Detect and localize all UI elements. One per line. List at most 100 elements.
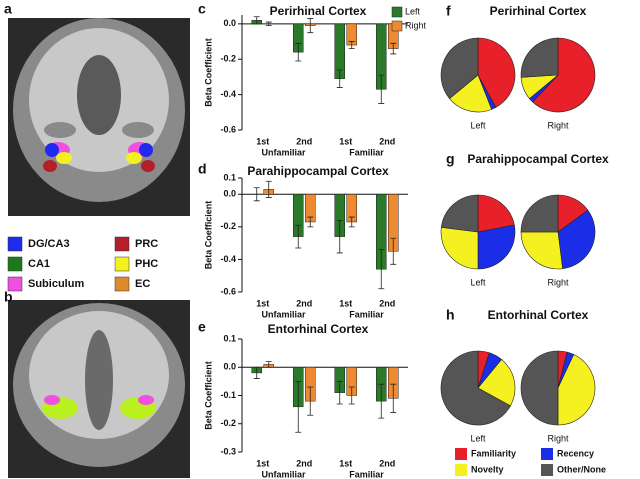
error-bar xyxy=(295,380,302,433)
x-tick-label: 1st xyxy=(256,136,269,146)
chart-title: Perirhinal Cortex xyxy=(270,4,367,18)
pie-slice xyxy=(520,231,563,270)
legend-swatch xyxy=(541,448,553,460)
panel-letter: b xyxy=(4,289,13,305)
pie-slice xyxy=(557,354,596,426)
group-label: Familiar xyxy=(349,469,384,479)
error-bar xyxy=(307,386,314,416)
error-bar xyxy=(336,380,343,405)
group-label: Familiar xyxy=(349,309,384,319)
error-bar xyxy=(348,216,355,228)
y-tick-label: 0.0 xyxy=(223,18,236,28)
panel-letter: f xyxy=(446,3,451,19)
brain-image-a xyxy=(8,18,190,216)
brain-image-b xyxy=(8,300,190,478)
x-tick-label: 1st xyxy=(256,458,269,468)
legend-label: Other/None xyxy=(557,464,606,474)
y-tick-label: 0.1 xyxy=(223,333,236,343)
pie-slice xyxy=(532,37,596,113)
x-tick-label: 2nd xyxy=(379,458,395,468)
pie-slice xyxy=(477,37,516,108)
chart-title: Entorhinal Cortex xyxy=(488,308,589,322)
pie-label: Left xyxy=(470,277,486,287)
pie-label: Right xyxy=(547,433,569,443)
chart-title: Perirhinal Cortex xyxy=(490,4,587,18)
y-tick-label: -0.2 xyxy=(220,418,236,428)
pie-label: Right xyxy=(547,277,569,287)
x-tick-label: 1st xyxy=(339,136,352,146)
pie-slice xyxy=(449,74,493,113)
y-tick-label: 0.0 xyxy=(223,362,236,372)
error-bar xyxy=(348,386,355,405)
y-tick-label: -0.2 xyxy=(220,221,236,231)
chart-title: Entorhinal Cortex xyxy=(268,322,369,336)
legend-label: Right xyxy=(405,20,427,30)
pie-slice xyxy=(520,37,559,78)
legend-swatch xyxy=(455,448,467,460)
error-bar xyxy=(307,216,314,228)
legend-label: Subiculum xyxy=(28,278,84,290)
error-bar xyxy=(390,383,397,413)
x-tick-label: 2nd xyxy=(296,298,312,308)
legend-swatch xyxy=(7,256,23,272)
panel-letter: a xyxy=(4,1,12,17)
pie-slice xyxy=(477,224,516,270)
pie-slice xyxy=(520,350,559,426)
y-tick-label: -0.1 xyxy=(220,390,236,400)
error-bar xyxy=(307,18,314,34)
legend-label: PHC xyxy=(135,258,158,270)
y-tick-label: -0.4 xyxy=(220,89,236,99)
pie-slice xyxy=(440,37,479,100)
y-tick-label: -0.3 xyxy=(220,446,236,456)
error-bar xyxy=(336,219,343,254)
error-bar xyxy=(253,366,260,379)
y-axis-label: Beta Coefficient xyxy=(203,361,213,430)
legend-swatch xyxy=(114,256,130,272)
legend-label: DG/CA3 xyxy=(28,238,70,250)
y-tick-label: -0.4 xyxy=(220,254,236,264)
pie-slice xyxy=(440,227,479,270)
pie-slice xyxy=(477,359,516,407)
error-bar xyxy=(390,237,397,265)
panel-letter: e xyxy=(198,319,206,335)
error-bar xyxy=(348,41,355,50)
x-tick-label: 1st xyxy=(256,298,269,308)
panel-letter: g xyxy=(446,151,455,167)
error-bar xyxy=(378,383,385,419)
y-tick-label: -0.2 xyxy=(220,54,236,64)
legend-swatch xyxy=(114,276,130,292)
group-label: Unfamiliar xyxy=(261,147,306,157)
pie-slice xyxy=(477,194,515,233)
x-tick-label: 2nd xyxy=(379,136,395,146)
y-tick-label: 0.0 xyxy=(223,189,236,199)
legend-label: Recency xyxy=(557,448,594,458)
legend-label: CA1 xyxy=(28,258,50,270)
pie-label: Right xyxy=(547,120,569,130)
error-bar xyxy=(265,180,272,198)
y-tick-label: 0.1 xyxy=(223,172,236,182)
legend-label: PRC xyxy=(135,238,158,250)
panel-letter: d xyxy=(198,161,207,177)
error-bar xyxy=(390,42,397,55)
x-tick-label: 1st xyxy=(339,298,352,308)
chart-title: Parahippocampal Cortex xyxy=(247,164,389,178)
x-tick-label: 2nd xyxy=(296,136,312,146)
legend-label: Familiarity xyxy=(471,448,516,458)
pie-label: Left xyxy=(470,120,486,130)
error-bar xyxy=(336,69,343,88)
legend-swatch xyxy=(541,464,553,476)
panel-letter: h xyxy=(446,307,455,323)
legend-swatch xyxy=(391,20,403,32)
error-bar xyxy=(253,16,260,25)
error-bar xyxy=(295,42,302,62)
legend-label: EC xyxy=(135,278,150,290)
pie-slice xyxy=(520,194,559,233)
y-tick-label: -0.6 xyxy=(220,124,236,134)
x-tick-label: 2nd xyxy=(379,298,395,308)
x-tick-label: 2nd xyxy=(296,458,312,468)
group-label: Familiar xyxy=(349,147,384,157)
legend-swatch xyxy=(391,6,403,18)
x-tick-label: 1st xyxy=(339,458,352,468)
pie-slice xyxy=(440,194,479,233)
